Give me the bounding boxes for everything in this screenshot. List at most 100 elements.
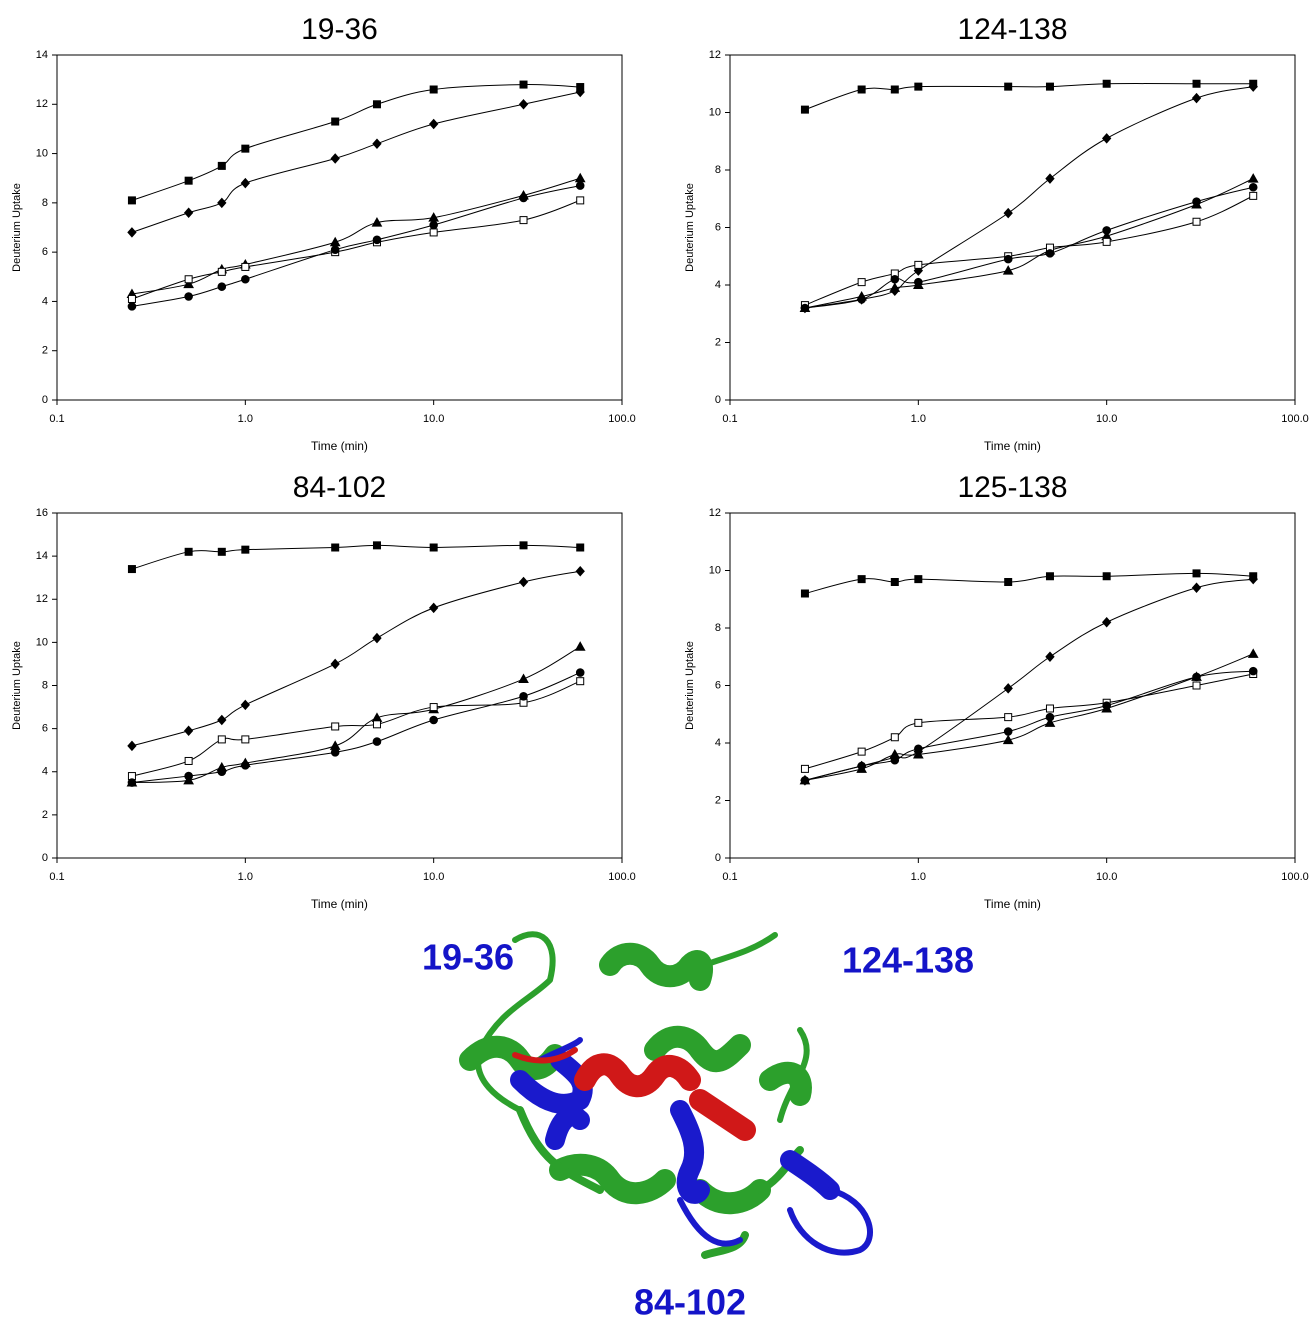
chart-panel: 19-36 0 2 4 6 8 10 12 14 0.1 1.0 10.0 100.0 Time (min… — [11, 13, 636, 453]
data-point — [217, 735, 226, 744]
series-line — [804, 195, 1254, 306]
y-tick-label: 0 — [42, 852, 48, 864]
x-axis-label: Time (min) — [984, 439, 1041, 453]
data-point — [217, 267, 226, 276]
series-line — [131, 84, 581, 201]
data-point — [1045, 572, 1054, 581]
data-point — [372, 100, 381, 109]
data-point — [1192, 217, 1201, 226]
data-point — [914, 260, 923, 269]
data-point — [372, 541, 381, 550]
data-point — [428, 118, 439, 130]
x-axis-label: Time (min) — [311, 897, 368, 911]
data-point — [429, 715, 438, 725]
x-tick-label: 10.0 — [423, 871, 444, 883]
data-point — [800, 776, 810, 785]
data-point — [372, 632, 382, 644]
data-point — [371, 217, 383, 227]
data-point — [1102, 701, 1111, 710]
data-point — [127, 196, 136, 205]
data-point — [1003, 727, 1013, 736]
data-point — [1004, 713, 1013, 722]
data-point — [914, 277, 923, 287]
y-tick-label: 4 — [42, 295, 48, 307]
y-axis-label: Deuterium Uptake — [684, 183, 696, 272]
data-point — [330, 245, 340, 254]
data-point — [914, 575, 923, 584]
y-tick-label: 8 — [715, 164, 721, 176]
x-tick-label: 0.1 — [49, 871, 64, 883]
data-point — [127, 294, 136, 303]
data-point — [1192, 569, 1201, 578]
data-point — [912, 748, 924, 759]
y-tick-label: 10 — [36, 636, 48, 648]
data-point — [241, 735, 250, 744]
x-tick-label: 1.0 — [238, 871, 253, 883]
data-point — [576, 543, 585, 552]
data-point — [1004, 578, 1013, 586]
data-point — [1102, 226, 1111, 235]
chart-title: 124-138 — [957, 13, 1067, 46]
data-point — [1002, 265, 1014, 275]
y-tick-label: 6 — [42, 246, 48, 258]
data-point — [1045, 712, 1055, 722]
data-point — [429, 228, 438, 237]
data-point — [518, 576, 529, 588]
series-line — [131, 544, 581, 570]
x-tick-label: 1.0 — [911, 871, 926, 883]
series-line — [131, 199, 581, 300]
data-point — [127, 302, 137, 311]
x-tick-label: 100.0 — [1281, 871, 1309, 883]
data-point — [183, 725, 194, 737]
data-point — [372, 235, 382, 245]
data-point — [1045, 82, 1054, 91]
y-tick-label: 2 — [715, 336, 721, 348]
data-point — [518, 99, 529, 110]
plot-frame — [729, 54, 1296, 401]
x-tick-label: 100.0 — [608, 871, 636, 883]
chart-title: 125-138 — [957, 471, 1067, 504]
y-tick-label: 2 — [42, 345, 48, 357]
data-point — [184, 756, 193, 765]
data-point — [217, 767, 227, 777]
data-point — [217, 197, 227, 209]
x-tick-label: 10.0 — [423, 413, 444, 425]
plot-frame — [56, 512, 623, 859]
data-point — [1192, 197, 1201, 206]
data-point — [1191, 92, 1202, 104]
data-point — [857, 85, 866, 94]
x-axis-label: Time (min) — [984, 897, 1041, 911]
series-line — [804, 572, 1254, 594]
series-line — [131, 185, 581, 307]
chart-panel: 84-102 0 2 4 6 8 10 12 14 16 0.1 1.0 10.0 100.0 Time (… — [11, 471, 636, 911]
chart-panel: 125-138 0 2 4 6 8 10 12 0.1 1.0 10.0 100.0 Time (min… — [684, 471, 1309, 911]
x-tick-label: 100.0 — [1281, 413, 1309, 425]
data-point — [329, 236, 341, 247]
data-point — [127, 740, 137, 752]
data-point — [127, 227, 137, 238]
data-point — [241, 274, 250, 284]
data-point — [857, 747, 866, 756]
data-point — [184, 771, 193, 781]
data-point — [330, 153, 340, 164]
data-point — [184, 547, 193, 556]
data-point — [518, 673, 529, 684]
y-tick-label: 10 — [709, 106, 721, 118]
data-point — [1045, 249, 1055, 258]
data-point — [1044, 717, 1056, 727]
data-point — [240, 699, 251, 711]
data-point — [890, 85, 899, 94]
data-point — [331, 543, 340, 552]
data-point — [429, 703, 438, 712]
data-point — [800, 105, 809, 114]
data-point — [1247, 648, 1259, 658]
data-point — [1247, 173, 1259, 183]
x-tick-label: 10.0 — [1096, 413, 1117, 425]
data-point — [429, 85, 438, 94]
data-point — [330, 658, 340, 670]
data-point — [127, 565, 136, 574]
data-point — [241, 545, 250, 554]
data-point — [127, 778, 137, 787]
data-point — [1248, 573, 1258, 585]
